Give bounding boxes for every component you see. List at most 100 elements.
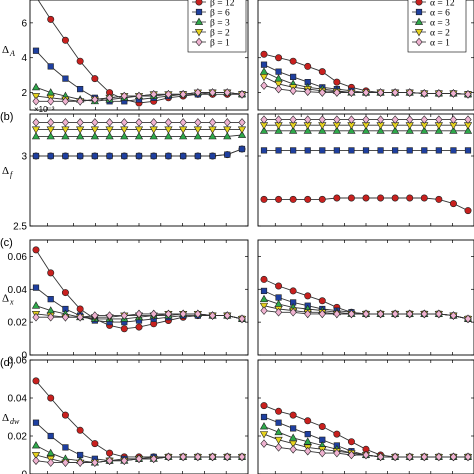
- data-point-blue: [260, 61, 268, 68]
- data-point-pink: [274, 443, 283, 452]
- legend-entry: α = 3: [430, 19, 450, 29]
- subplot-dw-right: [257, 359, 474, 474]
- data-point-pink: [289, 86, 297, 96]
- data-point-pink: [150, 90, 158, 99]
- data-point-pink: [464, 314, 472, 324]
- data-point-green: [208, 131, 217, 140]
- y-axis-label-subscript: A: [9, 49, 15, 58]
- data-point-pink: [47, 118, 55, 127]
- data-point-red: [391, 194, 399, 202]
- data-point-green: [463, 126, 473, 134]
- data-point-blue: [275, 419, 282, 426]
- data-point-yellow: [46, 126, 55, 134]
- data-point-red: [120, 325, 128, 333]
- data-point-yellow: [179, 126, 188, 134]
- data-point-red: [32, 377, 40, 385]
- data-point-blue: [290, 425, 297, 432]
- data-point-pink: [318, 309, 326, 319]
- data-point-pink: [238, 314, 246, 324]
- data-point-red: [333, 78, 341, 86]
- data-point-pink: [164, 118, 173, 127]
- y-tick-label: 4: [21, 53, 27, 64]
- data-point-green: [134, 131, 144, 140]
- data-point-red: [61, 289, 69, 297]
- data-point-pink: [304, 115, 312, 124]
- data-point-green: [61, 131, 70, 140]
- data-point-pink: [32, 118, 40, 127]
- y-axis-label: Δ: [2, 293, 9, 305]
- data-point-green: [193, 131, 202, 140]
- y-tick-label: 3: [21, 152, 27, 163]
- data-point-green: [120, 131, 129, 140]
- data-point-pink: [376, 115, 385, 124]
- data-point-pink: [406, 88, 414, 97]
- panel-label: (b): [0, 111, 13, 123]
- data-point-pink: [260, 81, 268, 90]
- y-tick-label: 2: [21, 88, 27, 99]
- data-point-pink: [274, 84, 283, 94]
- data-point-pink: [347, 309, 356, 319]
- data-point-pink: [391, 88, 399, 97]
- data-point-pink: [135, 309, 143, 319]
- data-point-red: [275, 407, 283, 415]
- data-point-green: [46, 448, 55, 457]
- data-point-pink: [362, 309, 370, 319]
- data-point-pink: [208, 88, 217, 97]
- data-point-green: [179, 131, 188, 140]
- data-point-red: [106, 449, 114, 457]
- data-point-pink: [164, 309, 173, 319]
- data-point-green: [376, 126, 385, 134]
- data-point-pink: [120, 456, 128, 465]
- data-point-blue: [32, 47, 40, 54]
- data-point-green: [420, 126, 429, 134]
- data-point-pink: [376, 452, 385, 462]
- data-point-green: [237, 130, 247, 138]
- panel-label: (c): [0, 237, 13, 249]
- data-point-pink: [120, 118, 128, 127]
- data-point-green: [274, 126, 283, 134]
- data-point-pink: [91, 311, 99, 320]
- data-point-pink: [304, 87, 312, 96]
- data-point-pink: [420, 309, 428, 319]
- y-tick-label: 0: [21, 470, 27, 474]
- data-point-blue: [180, 152, 187, 160]
- data-point-pink: [420, 89, 428, 98]
- data-point-pink: [449, 452, 458, 462]
- subplot-x-right: [257, 239, 474, 356]
- data-point-pink: [194, 309, 202, 319]
- data-point-pink: [420, 115, 428, 124]
- data-point-red: [76, 305, 84, 313]
- data-point-pink: [362, 88, 370, 97]
- data-point-pink: [333, 115, 341, 124]
- y-axis-label-subscript: f: [10, 170, 14, 179]
- y-axis-label: Δ: [2, 412, 9, 424]
- data-point-pink: [406, 115, 414, 124]
- data-point-pink: [208, 118, 217, 127]
- data-point-yellow: [134, 126, 144, 134]
- data-point-pink: [420, 452, 428, 462]
- y-tick-label: 0.02: [8, 318, 28, 329]
- data-point-pink: [274, 115, 283, 124]
- legend-marker-yellow: [414, 29, 424, 37]
- data-point-blue: [135, 152, 143, 160]
- data-point-pink: [223, 118, 231, 127]
- data-point-blue: [47, 63, 54, 70]
- data-point-green: [361, 126, 371, 134]
- data-point-pink: [120, 311, 128, 320]
- data-point-pink: [105, 456, 114, 465]
- data-point-pink: [464, 452, 472, 462]
- legend-marker-blue: [415, 8, 423, 16]
- data-point-blue: [348, 147, 355, 154]
- data-point-blue: [62, 152, 69, 160]
- data-point-green: [332, 126, 341, 134]
- data-point-red: [347, 194, 355, 202]
- y-tick-label: 0.02: [8, 432, 28, 443]
- data-point-blue: [304, 430, 311, 438]
- data-point-red: [347, 438, 355, 446]
- data-point-pink: [32, 312, 40, 322]
- data-point-blue: [224, 151, 231, 158]
- data-point-red: [47, 269, 55, 277]
- data-point-pink: [61, 118, 70, 127]
- data-point-pink: [61, 458, 70, 467]
- data-point-blue: [32, 284, 40, 291]
